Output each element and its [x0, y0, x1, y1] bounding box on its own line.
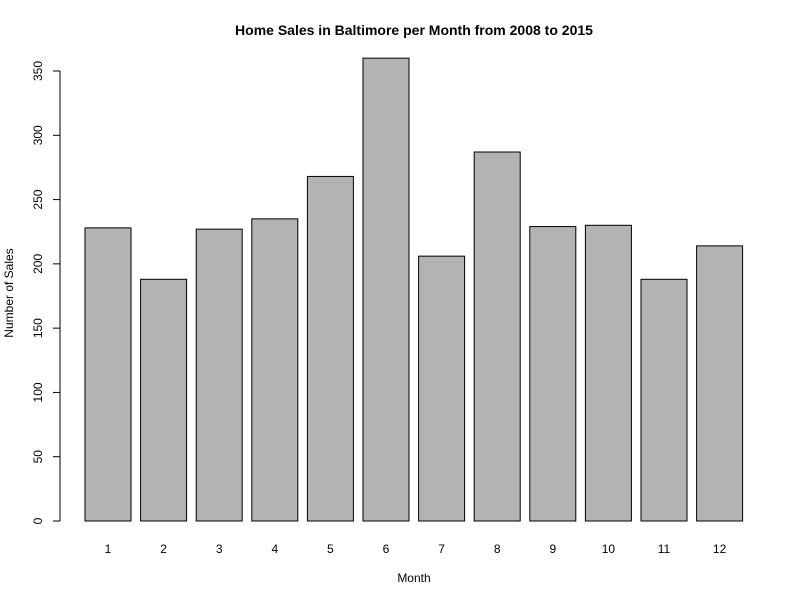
y-tick-label: 300 — [31, 125, 45, 145]
bar-month-4 — [251, 218, 299, 522]
x-axis-label: Month — [397, 571, 430, 585]
bar-month-6 — [362, 57, 410, 522]
x-tick-label: 11 — [658, 542, 671, 556]
bar-month-1 — [84, 227, 132, 522]
x-tick-label: 2 — [160, 542, 167, 556]
bar-month-9 — [529, 226, 577, 522]
chart-title: Home Sales in Baltimore per Month from 2… — [235, 22, 593, 38]
y-tick-label: 150 — [31, 318, 45, 338]
y-tick-label: 0 — [31, 517, 45, 524]
bar-month-3 — [195, 228, 243, 522]
y-tick-label: 250 — [31, 189, 45, 209]
y-tick-label: 200 — [31, 254, 45, 274]
x-tick-label: 9 — [549, 542, 556, 556]
y-axis: 0 50 100 150 200 250 300 350 — [31, 61, 61, 524]
bar-month-11 — [640, 278, 688, 522]
x-tick-label: 4 — [271, 542, 278, 556]
bar-month-2 — [140, 278, 188, 522]
bar-month-12 — [696, 245, 744, 522]
x-tick-label: 5 — [327, 542, 334, 556]
bar-month-5 — [306, 175, 354, 522]
y-axis-label: Number of Sales — [2, 248, 16, 337]
bar-month-8 — [473, 151, 521, 522]
y-tick-label: 50 — [31, 450, 45, 464]
x-tick-label: 7 — [438, 542, 445, 556]
x-tick-label: 8 — [494, 542, 501, 556]
x-tick-labels: 1 2 3 4 5 6 7 8 9 10 11 12 — [105, 542, 727, 556]
x-tick-label: 12 — [713, 542, 727, 556]
x-tick-label: 3 — [216, 542, 223, 556]
bar-month-7 — [418, 255, 466, 522]
x-tick-label: 10 — [602, 542, 616, 556]
bars-group — [84, 57, 744, 522]
x-tick-label: 1 — [105, 542, 112, 556]
bar-month-10 — [584, 224, 632, 522]
y-tick-label: 100 — [31, 382, 45, 402]
x-tick-label: 6 — [383, 542, 390, 556]
y-tick-label: 350 — [31, 61, 45, 81]
